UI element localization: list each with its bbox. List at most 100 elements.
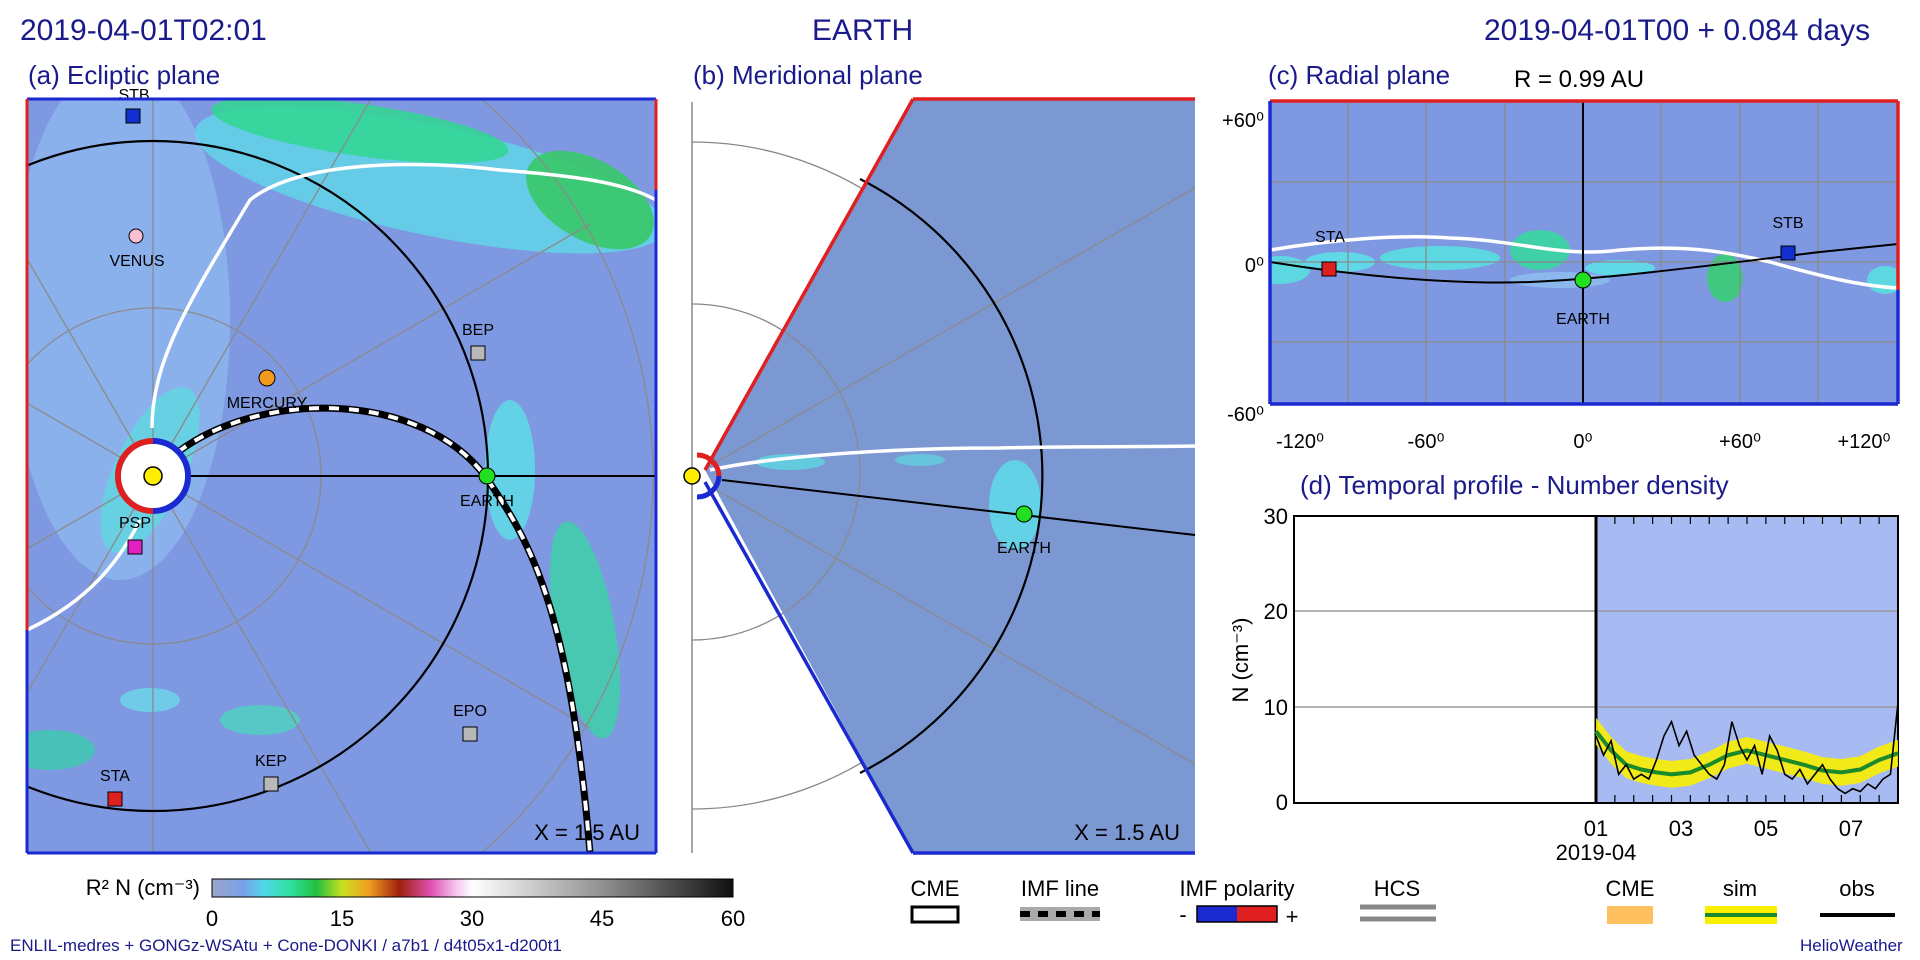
radial-stb-label: STB	[1772, 215, 1803, 232]
radial-radius-label: R = 0.99 AU	[1514, 66, 1645, 93]
ecliptic-bodies: STB VENUS MERCURY BEP EARTH PSP EPO KEP …	[100, 87, 514, 807]
temporal-plot: 30 20 10 0 01 03 05 07 2019-04 N (cm⁻³)	[1228, 504, 1899, 865]
earth-marker	[478, 467, 496, 485]
colorbar-ticks: 0 15 30 45 60	[206, 906, 745, 931]
meridional-earth-marker	[1015, 505, 1033, 523]
meridional-edge-red	[703, 98, 915, 471]
obs-line	[1595, 702, 1899, 795]
colorbar-tick-15: 15	[330, 906, 354, 931]
kep-marker	[263, 776, 279, 792]
temporal-xsub: 2019-04	[1556, 840, 1637, 865]
temporal-ytick-10: 10	[1264, 695, 1288, 720]
meridional-edge-blue	[703, 481, 915, 854]
colorbar-tick-45: 45	[590, 906, 614, 931]
temporal-xtick-01: 01	[1584, 816, 1608, 841]
radial-earth-label: EARTH	[1556, 311, 1610, 328]
stb-label: STB	[118, 87, 149, 104]
radial-hcs	[1270, 234, 1898, 290]
legend-cme2-label: CME	[1606, 876, 1655, 901]
radial-xtick-m120: -120⁰	[1276, 431, 1324, 453]
meridional-sun-icon	[683, 467, 701, 485]
mercury-label: MERCURY	[227, 395, 308, 412]
meridional-earth-label: EARTH	[997, 540, 1051, 557]
ecliptic-title: (a) Ecliptic plane	[28, 60, 221, 90]
temporal-minor-ticks	[1595, 516, 1899, 803]
sta-label: STA	[100, 768, 130, 785]
earth-label: EARTH	[460, 493, 514, 510]
radial-xtick-0: 0⁰	[1573, 431, 1592, 453]
meridional-earth-line	[721, 479, 1196, 536]
mercury-marker	[258, 369, 276, 387]
bep-label: BEP	[462, 322, 494, 339]
meridional-earth-orbit	[859, 178, 1044, 774]
meridional-inner-red	[696, 452, 722, 477]
psp-label: PSP	[119, 515, 151, 532]
legend-sim-label: sim	[1723, 876, 1757, 901]
legend-cme-swatch	[910, 905, 960, 924]
meridional-plot: EARTH X = 1.5 AU	[683, 97, 1196, 855]
radial-sta-marker	[1321, 261, 1337, 277]
colorbar-scale	[211, 878, 734, 898]
temporal-ytick-0: 0	[1276, 790, 1288, 815]
temporal-ylabel: N (cm⁻³)	[1228, 618, 1253, 703]
colorbar-tick-60: 60	[721, 906, 745, 931]
legend-polarity-plus: +	[1286, 904, 1299, 929]
radial-earth-marker	[1574, 271, 1592, 289]
radial-earth-track	[1269, 243, 1899, 284]
ecliptic-scale-label: X = 1.5 AU	[534, 820, 640, 845]
legend-polarity-minus: -	[1179, 902, 1186, 927]
radial-y-ticks: +60⁰ 0⁰ -60⁰	[1222, 110, 1264, 426]
temporal-title: (d) Temporal profile - Number density	[1300, 470, 1729, 500]
meridional-inner-blue	[696, 475, 722, 500]
footer-brand: HelioWeather	[1800, 936, 1903, 955]
legend-polarity-blue	[1197, 906, 1237, 922]
radial-xtick-m60: -60⁰	[1408, 431, 1445, 453]
radial-ytick-p60: +60⁰	[1222, 110, 1264, 132]
sim-line	[1594, 730, 1899, 777]
psp-marker	[127, 539, 143, 555]
colorbar-label: R² N (cm⁻³)	[86, 875, 200, 900]
meridional-scale-label: X = 1.5 AU	[1074, 820, 1180, 845]
footer-model: ENLIL-medres + GONGz-WSAtu + Cone-DONKI …	[10, 936, 562, 955]
radial-x-ticks: -120⁰ -60⁰ 0⁰ +60⁰ +120⁰	[1276, 431, 1891, 453]
legend-polarity-frame	[1196, 905, 1278, 923]
temporal-ytick-20: 20	[1264, 599, 1288, 624]
legend-imf-line-label: IMF line	[1021, 876, 1099, 901]
temporal-y-ticks: 30 20 10 0	[1264, 504, 1288, 815]
ecliptic-hcs	[27, 162, 656, 632]
header-time-right: 2019-04-01T00 + 0.084 days	[1484, 14, 1871, 47]
inner-boundary-blue	[152, 438, 191, 514]
colorbar: R² N (cm⁻³) 0 15 30 45 60	[86, 875, 745, 931]
temporal-xtick-07: 07	[1839, 816, 1863, 841]
legend-cme-label: CME	[911, 876, 960, 901]
legend-imf-polarity-label: IMF polarity	[1180, 876, 1295, 901]
header-target: EARTH	[812, 14, 914, 47]
temporal-xtick-03: 03	[1669, 816, 1693, 841]
radial-title: (c) Radial plane	[1268, 60, 1451, 90]
radial-xtick-p60: +60⁰	[1719, 431, 1761, 453]
temporal-x-ticks: 01 03 05 07 2019-04	[1556, 816, 1864, 865]
meridional-wedge	[705, 99, 1195, 853]
legend-obs-label: obs	[1839, 876, 1874, 901]
temporal-ytick-30: 30	[1264, 504, 1288, 529]
header-time-left: 2019-04-01T02:01	[20, 14, 267, 47]
inner-boundary-red	[115, 438, 154, 514]
venus-label: VENUS	[109, 253, 164, 270]
legend-hcs-label: HCS	[1374, 876, 1420, 901]
venus-marker	[128, 228, 144, 244]
colorbar-tick-30: 30	[460, 906, 484, 931]
sta-marker	[107, 791, 123, 807]
radial-plot: STA STB EARTH +60⁰ 0⁰ -60⁰ -120⁰ -60⁰ 0⁰…	[1222, 99, 1900, 453]
legend: CME IMF line IMF polarity - + HCS CME si…	[910, 876, 1895, 929]
meridional-title: (b) Meridional plane	[693, 60, 923, 90]
radial-sta-label: STA	[1315, 229, 1345, 246]
kep-label: KEP	[255, 753, 287, 770]
legend-polarity-red	[1237, 906, 1277, 922]
bep-marker	[470, 345, 486, 361]
sun-icon	[143, 466, 163, 486]
radial-xtick-p120: +120⁰	[1837, 431, 1890, 453]
legend-cme2-swatch	[1607, 906, 1653, 924]
epo-marker	[462, 726, 478, 742]
colorbar-tick-0: 0	[206, 906, 218, 931]
